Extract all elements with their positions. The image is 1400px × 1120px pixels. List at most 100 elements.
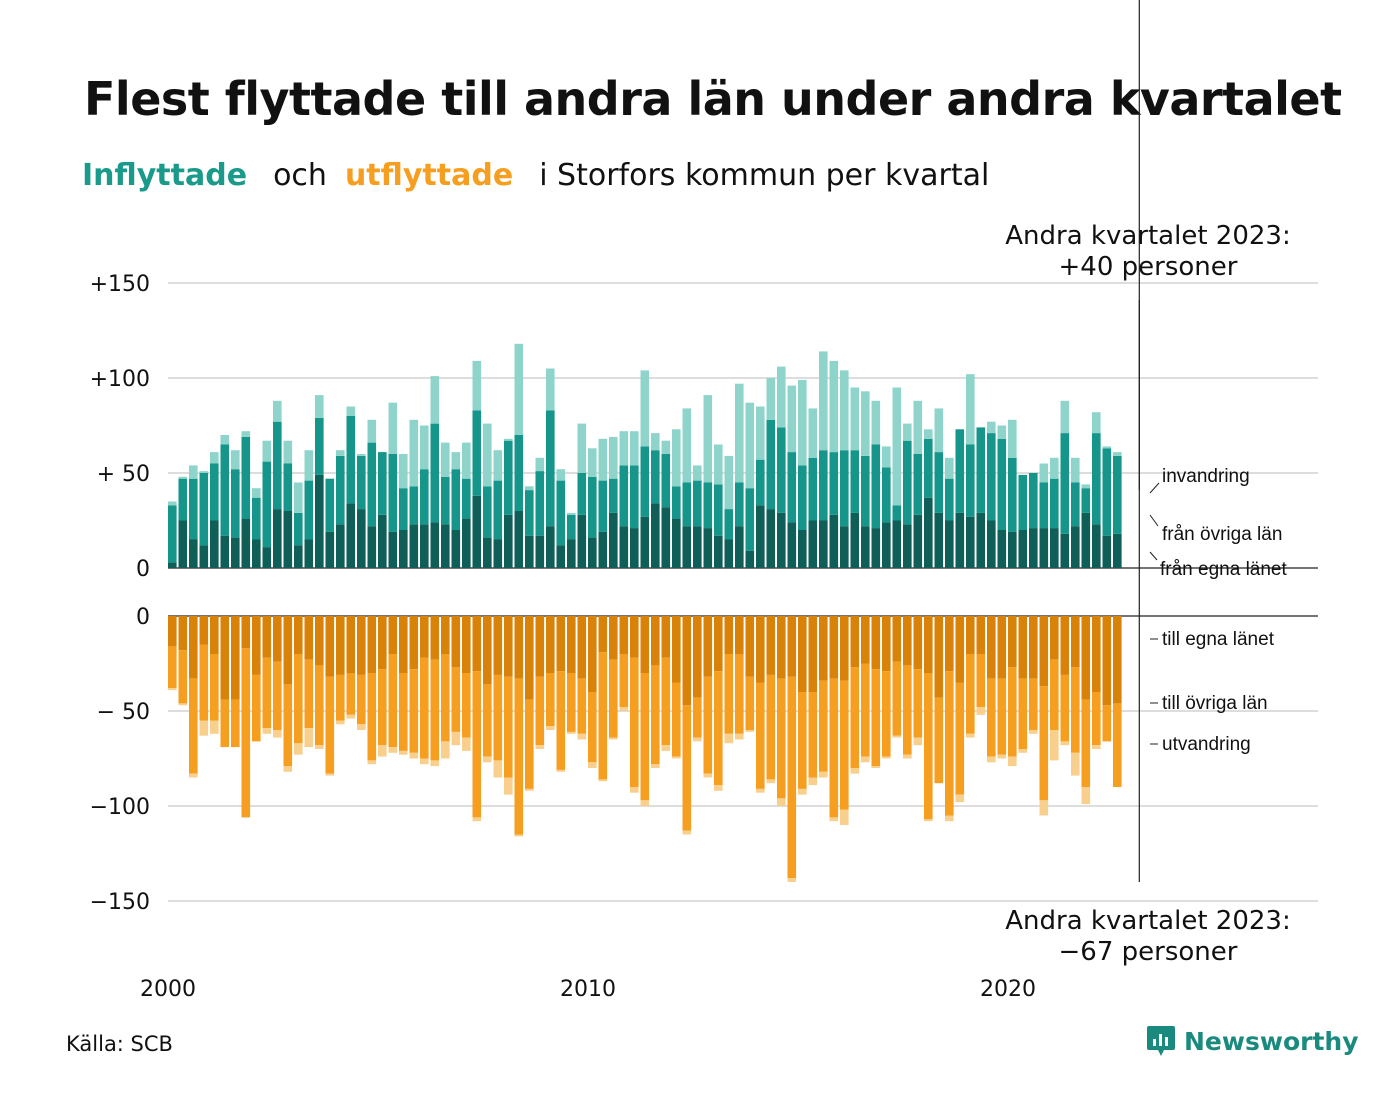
bar-outflow-other-county [525, 699, 534, 789]
bar-inflow-own-county [514, 511, 524, 568]
bar-outflow-other-county [609, 659, 618, 738]
bar-inflow-own-county [955, 512, 965, 568]
bar-outflow-emigration [966, 733, 975, 738]
bar-inflow-immigration [934, 408, 944, 453]
bar-outflow-emigration [892, 735, 902, 738]
bar-outflow-own-county [504, 616, 513, 677]
bar-outflow-other-county [304, 659, 314, 729]
bar-outflow-other-county [945, 671, 954, 816]
bar-outflow-own-county [189, 616, 198, 679]
bar-outflow-own-county [199, 616, 209, 645]
chart-subtitle: Inflyttade och utflyttade i Storfors kommun… [82, 158, 999, 193]
bar-inflow-own-county [451, 530, 461, 568]
bar-inflow-own-county [1050, 528, 1059, 568]
bar-inflow-own-county [808, 520, 818, 568]
bar-outflow-other-county [619, 654, 629, 708]
bar-outflow-own-county [976, 616, 986, 654]
series-label-leader [1149, 514, 1159, 527]
bar-inflow-own-county [745, 550, 755, 568]
bar-outflow-other-county [745, 676, 755, 730]
bar-inflow-immigration [1092, 412, 1101, 434]
bar-outflow-own-county [808, 616, 818, 692]
y-tick-label-top: 0 [136, 557, 150, 582]
annotation-bottom-line1: Andra kvartalet 2023: [1005, 906, 1290, 936]
bar-outflow-emigration [325, 773, 335, 776]
bar-outflow-emigration [199, 720, 209, 736]
bar-inflow-immigration [556, 469, 566, 481]
bar-outflow-own-county [903, 616, 912, 666]
bar-outflow-emigration [1081, 787, 1091, 805]
bar-outflow-own-county [1029, 616, 1038, 679]
bar-outflow-own-county [756, 616, 765, 683]
bar-inflow-own-county [483, 537, 492, 568]
bar-inflow-immigration [367, 419, 377, 443]
bar-inflow-own-county [661, 507, 671, 568]
bar-outflow-emigration [577, 733, 587, 740]
bar-inflow-own-county [1039, 528, 1049, 568]
bar-outflow-own-county [913, 616, 923, 670]
bar-outflow-other-county [976, 654, 986, 708]
bar-inflow-own-county [357, 509, 366, 568]
bar-inflow-own-county [472, 495, 482, 568]
bar-inflow-own-county [1081, 512, 1091, 568]
bar-inflow-own-county [210, 520, 219, 568]
bar-outflow-other-county [913, 669, 923, 738]
bar-inflow-immigration [304, 450, 314, 481]
bar-outflow-own-county [1092, 616, 1101, 692]
bar-inflow-own-county [168, 562, 177, 568]
bar-outflow-own-county [598, 616, 608, 653]
bar-inflow-immigration [672, 429, 681, 487]
bar-outflow-other-county [567, 673, 576, 732]
bar-inflow-own-county [336, 524, 345, 568]
bar-outflow-own-county [493, 616, 503, 675]
bar-inflow-own-county [388, 531, 398, 568]
bar-outflow-emigration [882, 756, 891, 759]
bar-outflow-own-county [231, 616, 240, 700]
bar-outflow-emigration [1050, 730, 1059, 761]
bar-outflow-emigration [535, 745, 545, 749]
bar-inflow-other-county [609, 478, 618, 513]
bar-outflow-own-county [420, 616, 429, 658]
bar-outflow-emigration [588, 762, 597, 768]
bar-outflow-own-county [1008, 616, 1017, 668]
bar-outflow-own-county [367, 616, 377, 673]
bar-outflow-own-county [882, 616, 891, 672]
bar-inflow-other-county [882, 467, 891, 523]
bar-outflow-other-county [787, 676, 797, 879]
bar-outflow-other-county [378, 669, 387, 746]
bar-outflow-other-county [535, 676, 545, 746]
bar-inflow-other-county [630, 465, 639, 529]
bar-outflow-emigration [903, 754, 912, 759]
bar-outflow-emigration [651, 764, 660, 768]
bar-inflow-immigration [682, 408, 692, 483]
subtitle-inflow-label: Inflyttade [82, 158, 248, 193]
bar-inflow-immigration [420, 425, 429, 470]
bar-inflow-own-county [829, 514, 839, 568]
bar-inflow-immigration [892, 387, 902, 506]
bar-outflow-own-county [483, 616, 492, 685]
bar-outflow-own-county [388, 616, 398, 654]
series-label-outflow-other-county: till övriga län [1162, 693, 1268, 714]
bar-inflow-other-county [514, 435, 524, 511]
bar-outflow-own-county [210, 616, 219, 654]
bar-inflow-other-county [252, 497, 261, 540]
bar-outflow-other-county [808, 692, 818, 778]
bar-outflow-own-county [441, 616, 450, 654]
bar-outflow-other-county [493, 674, 503, 761]
bar-outflow-emigration [808, 777, 818, 786]
bar-inflow-own-county [976, 512, 986, 568]
bar-outflow-other-county [168, 646, 177, 689]
bar-outflow-other-county [1050, 659, 1059, 730]
bar-inflow-own-county [231, 537, 240, 568]
bar-outflow-own-county [325, 616, 335, 677]
bar-inflow-immigration [1113, 452, 1122, 456]
bar-inflow-other-county [315, 417, 324, 475]
bar-outflow-other-county [1102, 705, 1112, 742]
series-label-inflow-own-county: från egna länet [1160, 559, 1287, 580]
bar-outflow-emigration [294, 743, 303, 755]
bar-inflow-immigration [336, 450, 345, 456]
bar-outflow-own-county [294, 616, 303, 654]
bar-outflow-own-county [336, 616, 345, 675]
bar-outflow-own-county [273, 616, 282, 662]
bar-inflow-immigration [819, 351, 828, 451]
